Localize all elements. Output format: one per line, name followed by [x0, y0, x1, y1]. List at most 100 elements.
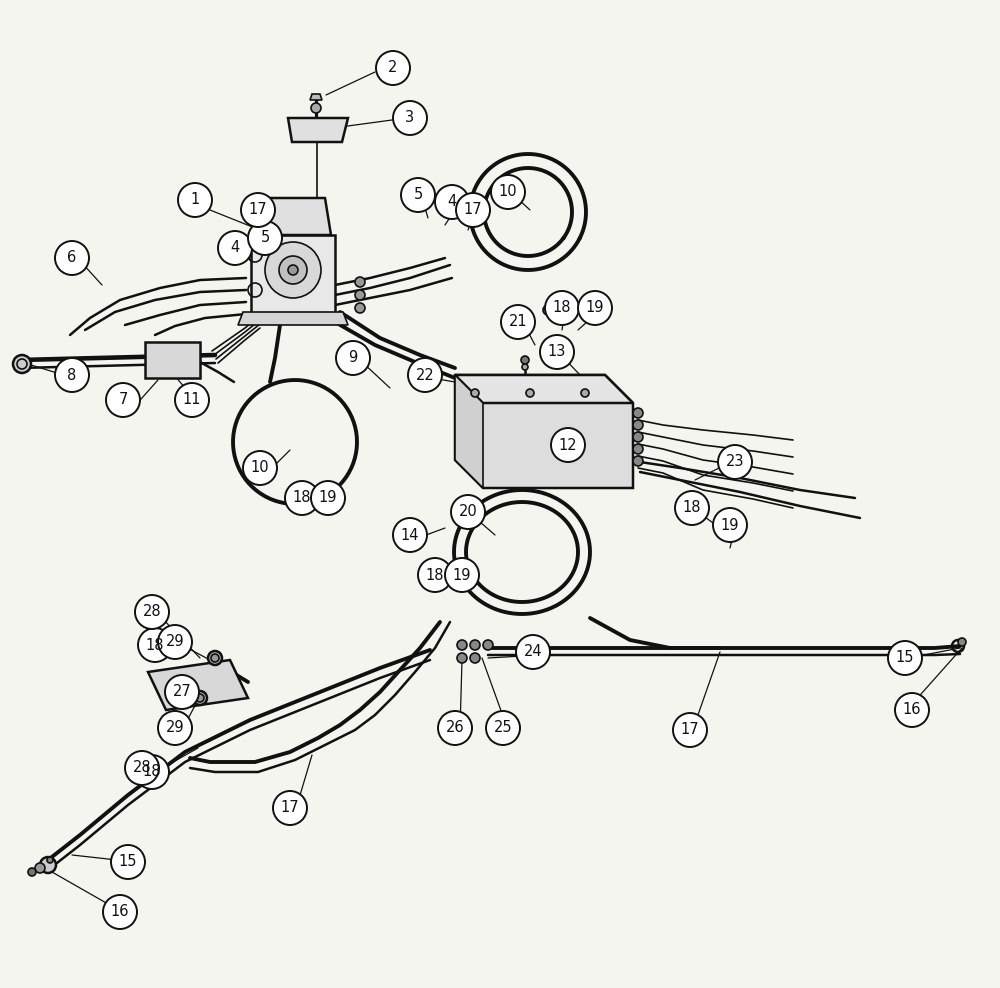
- Text: 28: 28: [143, 605, 161, 619]
- Circle shape: [418, 558, 452, 592]
- Circle shape: [673, 713, 707, 747]
- Text: 18: 18: [683, 501, 701, 516]
- Text: 6: 6: [67, 251, 77, 266]
- Text: 11: 11: [183, 392, 201, 407]
- Circle shape: [285, 481, 319, 515]
- Circle shape: [47, 857, 53, 863]
- Circle shape: [633, 444, 643, 454]
- Circle shape: [540, 335, 574, 369]
- Circle shape: [578, 291, 612, 325]
- Polygon shape: [455, 375, 483, 488]
- Circle shape: [211, 654, 219, 662]
- Circle shape: [55, 358, 89, 392]
- Circle shape: [526, 389, 534, 397]
- Text: 4: 4: [230, 240, 240, 256]
- Text: 17: 17: [464, 203, 482, 217]
- Circle shape: [633, 432, 643, 442]
- Text: 16: 16: [111, 904, 129, 920]
- Circle shape: [218, 231, 252, 265]
- Circle shape: [135, 755, 169, 789]
- Circle shape: [581, 389, 589, 397]
- Polygon shape: [310, 94, 322, 100]
- Text: 21: 21: [509, 314, 527, 330]
- Circle shape: [288, 265, 298, 275]
- Text: 13: 13: [548, 345, 566, 360]
- Text: 16: 16: [903, 702, 921, 717]
- Text: 5: 5: [260, 230, 270, 245]
- Text: 19: 19: [721, 518, 739, 533]
- Circle shape: [135, 595, 169, 629]
- Circle shape: [555, 305, 565, 315]
- Text: 19: 19: [319, 490, 337, 506]
- Text: 18: 18: [293, 490, 311, 506]
- Circle shape: [241, 193, 275, 227]
- Polygon shape: [238, 312, 348, 325]
- Text: 20: 20: [459, 505, 477, 520]
- Text: 23: 23: [726, 454, 744, 469]
- Text: 27: 27: [173, 685, 191, 700]
- Circle shape: [355, 277, 365, 287]
- Circle shape: [567, 305, 577, 315]
- Circle shape: [279, 256, 307, 284]
- Circle shape: [158, 711, 192, 745]
- Circle shape: [470, 653, 480, 663]
- Circle shape: [713, 508, 747, 542]
- Circle shape: [13, 355, 31, 373]
- Circle shape: [248, 221, 282, 255]
- Circle shape: [111, 845, 145, 879]
- Text: 14: 14: [401, 528, 419, 542]
- Text: 10: 10: [499, 185, 517, 200]
- Text: 29: 29: [166, 720, 184, 735]
- Circle shape: [28, 868, 36, 876]
- Polygon shape: [455, 375, 633, 488]
- Circle shape: [208, 651, 222, 665]
- Circle shape: [521, 356, 529, 364]
- Polygon shape: [288, 118, 348, 142]
- Polygon shape: [145, 342, 200, 378]
- Circle shape: [456, 193, 490, 227]
- Text: 26: 26: [446, 720, 464, 735]
- Circle shape: [40, 857, 56, 873]
- Circle shape: [457, 653, 467, 663]
- Circle shape: [435, 185, 469, 219]
- Text: 25: 25: [494, 720, 512, 735]
- Text: 4: 4: [447, 195, 457, 209]
- Polygon shape: [455, 375, 633, 403]
- Circle shape: [718, 445, 752, 479]
- Circle shape: [675, 491, 709, 525]
- Text: 10: 10: [251, 460, 269, 475]
- Text: 9: 9: [348, 351, 358, 366]
- Text: 18: 18: [426, 567, 444, 583]
- Circle shape: [445, 558, 479, 592]
- Circle shape: [501, 305, 535, 339]
- Text: 18: 18: [143, 765, 161, 780]
- Circle shape: [165, 675, 199, 709]
- Text: 24: 24: [524, 644, 542, 660]
- Polygon shape: [255, 198, 331, 235]
- Circle shape: [545, 291, 579, 325]
- Circle shape: [408, 358, 442, 392]
- Circle shape: [273, 791, 307, 825]
- Circle shape: [196, 694, 204, 702]
- Circle shape: [471, 389, 479, 397]
- Circle shape: [55, 241, 89, 275]
- Text: 19: 19: [586, 300, 604, 315]
- Circle shape: [125, 751, 159, 785]
- Text: 28: 28: [133, 761, 151, 776]
- Circle shape: [35, 863, 45, 873]
- Circle shape: [265, 242, 321, 298]
- Circle shape: [175, 383, 209, 417]
- Circle shape: [633, 420, 643, 430]
- Circle shape: [516, 635, 550, 669]
- Text: 12: 12: [559, 438, 577, 453]
- Circle shape: [958, 638, 966, 646]
- Circle shape: [355, 303, 365, 313]
- Text: 18: 18: [146, 637, 164, 652]
- Circle shape: [633, 408, 643, 418]
- Circle shape: [106, 383, 140, 417]
- Circle shape: [393, 518, 427, 552]
- Circle shape: [243, 451, 277, 485]
- Circle shape: [895, 693, 929, 727]
- Circle shape: [393, 101, 427, 135]
- Circle shape: [178, 183, 212, 217]
